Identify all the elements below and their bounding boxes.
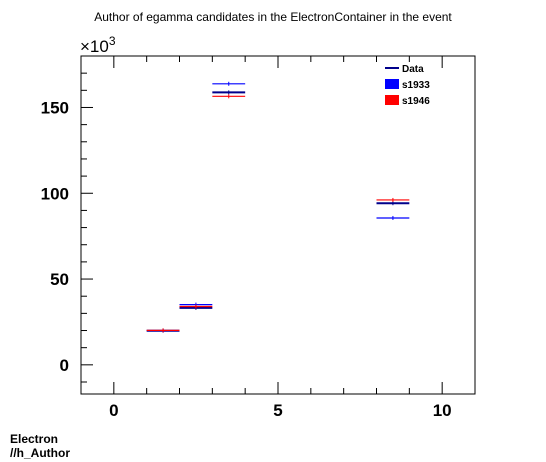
data-marks: [146, 81, 410, 333]
y-tick-label: 50: [50, 270, 69, 289]
y-multiplier-label: ×103: [80, 34, 116, 56]
y-tick-label: 150: [41, 98, 69, 117]
legend-swatch-s1933: [385, 79, 399, 89]
legend-label-s1946: s1946: [402, 96, 430, 107]
footer-line-2: //h_Author: [10, 446, 70, 460]
footer-label: Electron //h_Author: [10, 432, 70, 460]
x-tick-label: 5: [273, 401, 282, 420]
legend-label-s1933: s1933: [402, 80, 430, 91]
footer-line-1: Electron: [10, 432, 59, 446]
x-tick-label: 10: [433, 401, 452, 420]
legend: Data s1933 s1946: [385, 64, 430, 107]
y-tick-label: 0: [60, 356, 69, 375]
y-tick-label: 100: [41, 184, 69, 203]
legend-swatch-s1946: [385, 95, 399, 105]
legend-label-data: Data: [402, 64, 424, 75]
chart-title: Author of egamma candidates in the Elect…: [94, 10, 452, 24]
x-tick-label: 0: [109, 401, 118, 420]
